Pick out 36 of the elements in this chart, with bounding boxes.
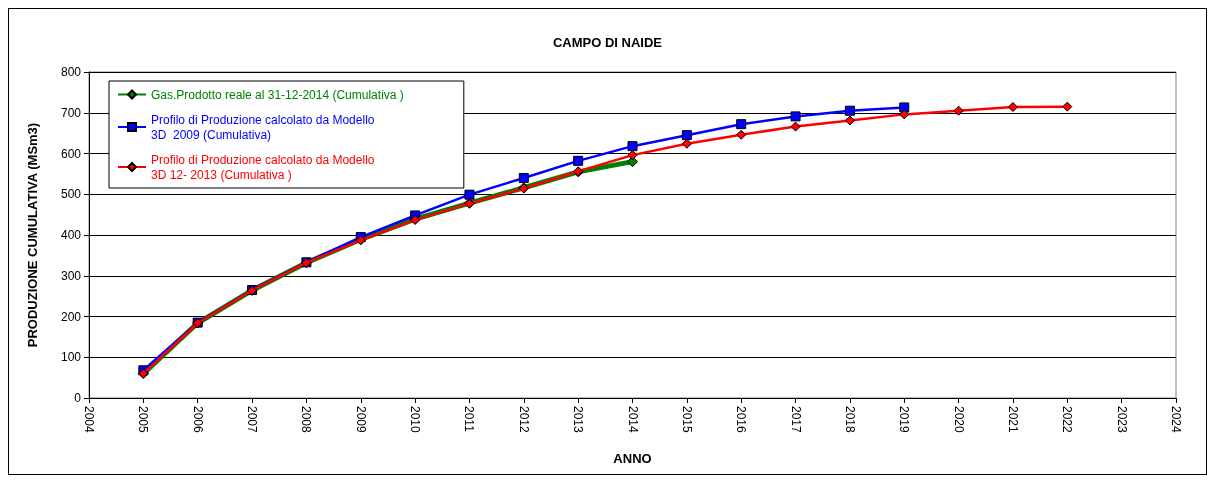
x-tick-label: 2013 — [571, 406, 586, 434]
legend-label: Gas.Prodotto reale al 31-12-2014 (Cumulativa ) — [151, 87, 404, 102]
x-tick-label: 2006 — [190, 406, 205, 434]
x-axis-title: ANNO — [613, 451, 652, 466]
y-tick-label: 400 — [60, 228, 82, 242]
y-tick-label: 600 — [60, 146, 82, 161]
x-tick-label: 2007 — [245, 406, 260, 434]
y-tick-label: 800 — [60, 65, 82, 79]
y-axis-title: PRODUZIONE CUMULATIVA (MSm3) — [25, 122, 40, 348]
legend-label: Profilo di Produzione calcolato da Modello 3D 12- 2013 (Cumulativa ) — [151, 152, 375, 182]
x-tick-label: 2022 — [1060, 406, 1075, 434]
y-tick-label: 700 — [60, 105, 82, 120]
legend-label: Profilo di Produzione calcolato da Modello 3D 2009 (Cumulativa) — [151, 112, 375, 142]
x-tick-label: 2012 — [516, 406, 531, 434]
x-tick-label: 2014 — [625, 406, 640, 434]
x-tick-label: 2010 — [408, 406, 423, 434]
x-tick-label: 2004 — [82, 406, 96, 434]
x-tick-label: 2017 — [788, 406, 803, 434]
x-tick-label: 2019 — [897, 406, 912, 434]
chart-title: CAMPO DI NAIDE — [552, 35, 663, 50]
x-tick-label: 2011 — [462, 406, 477, 433]
y-tick-label: 300 — [60, 268, 82, 283]
y-tick-label: 0 — [74, 391, 82, 405]
x-tick-label: 2024 — [1169, 406, 1183, 434]
x-tick-label: 2016 — [734, 406, 749, 434]
x-tick-label: 2009 — [353, 406, 368, 434]
x-tick-label: 2015 — [679, 406, 694, 434]
x-tick-label: 2018 — [842, 406, 857, 434]
y-tick-label: 100 — [60, 350, 82, 365]
x-tick-label: 2021 — [1005, 406, 1020, 434]
y-tick-label: 500 — [60, 187, 82, 202]
y-tick-label: 200 — [60, 309, 82, 324]
x-tick-label: 2020 — [951, 406, 966, 434]
x-tick-label: 2005 — [136, 406, 151, 434]
x-tick-label: 2023 — [1114, 406, 1129, 434]
x-tick-label: 2008 — [299, 406, 314, 434]
